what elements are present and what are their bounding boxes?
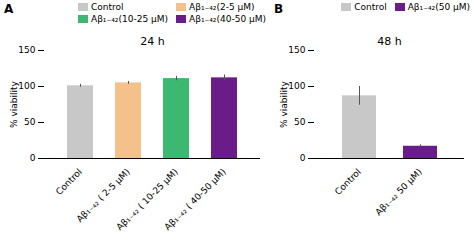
svg-text:% viability: % viability	[279, 80, 289, 127]
svg-text:Aβ₁₋₄₂ ( 40-50 μM): Aβ₁₋₄₂ ( 40-50 μM)	[162, 167, 228, 233]
svg-text:24 h: 24 h	[140, 35, 164, 48]
html-text:Aβ₁₋₄₂(40-50 μM): Aβ₁₋₄₂(40-50 μM)	[189, 14, 266, 24]
svg-text:Aβ₁₋₄₂ ( 2-5 μM): Aβ₁₋₄₂ ( 2-5 μM)	[74, 166, 132, 225]
html-text:Aβ₁₋₄₂(2-5 μM): Aβ₁₋₄₂(2-5 μM)	[189, 2, 255, 12]
html-text:Aβ₁₋₄₂(50 μM): Aβ₁₋₄₂(50 μM)	[407, 2, 470, 12]
html-text:B: B	[274, 2, 284, 16]
svg-text:150: 150	[288, 45, 305, 55]
svg-text:50: 50	[24, 117, 36, 127]
html-text:Control: Control	[91, 2, 124, 12]
svg-text:Aβ₁₋₄₂ 50 μM): Aβ₁₋₄₂ 50 μM)	[373, 167, 424, 218]
svg-text:0: 0	[300, 153, 306, 163]
svg-text:150: 150	[18, 45, 35, 55]
svg-text:Aβ₁₋₄₂ ( 10-25 μM): Aβ₁₋₄₂ ( 10-25 μM)	[114, 166, 180, 233]
html-text:A: A	[4, 2, 14, 16]
svg-text:0: 0	[30, 153, 36, 163]
svg-text:48 h: 48 h	[377, 35, 401, 48]
svg-text:% viability: % viability	[9, 80, 19, 127]
html-text:Aβ₁₋₄₂(10-25 μM): Aβ₁₋₄₂(10-25 μM)	[91, 14, 168, 24]
html-text:Control: Control	[354, 2, 387, 12]
svg-text:50: 50	[294, 117, 306, 127]
svg-text:100: 100	[288, 81, 305, 91]
svg-text:Control: Control	[54, 167, 84, 197]
svg-text:Control: Control	[333, 167, 363, 197]
svg-text:100: 100	[18, 81, 35, 91]
